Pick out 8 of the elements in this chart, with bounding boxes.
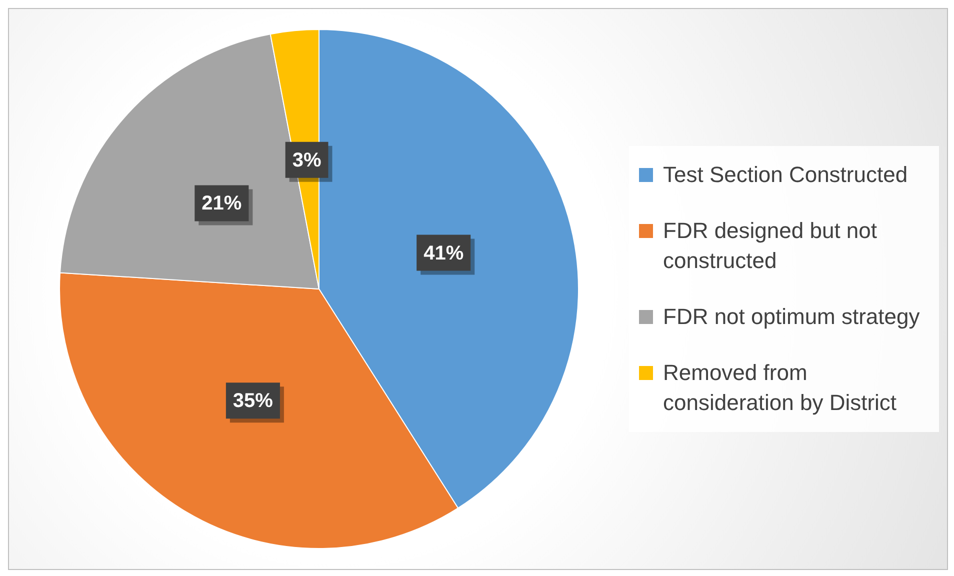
- data-label: 21%: [202, 192, 242, 215]
- legend-label: Removed from consideration by District: [663, 359, 898, 417]
- data-label: 35%: [232, 390, 274, 412]
- legend-label: FDR designed but not constructed: [663, 217, 878, 275]
- data-label: 41%: [424, 242, 464, 264]
- data-label: 3%: [292, 149, 322, 172]
- legend-label: FDR not optimum strategy: [663, 303, 920, 331]
- slice-label: Test Section Constructed: [663, 161, 908, 189]
